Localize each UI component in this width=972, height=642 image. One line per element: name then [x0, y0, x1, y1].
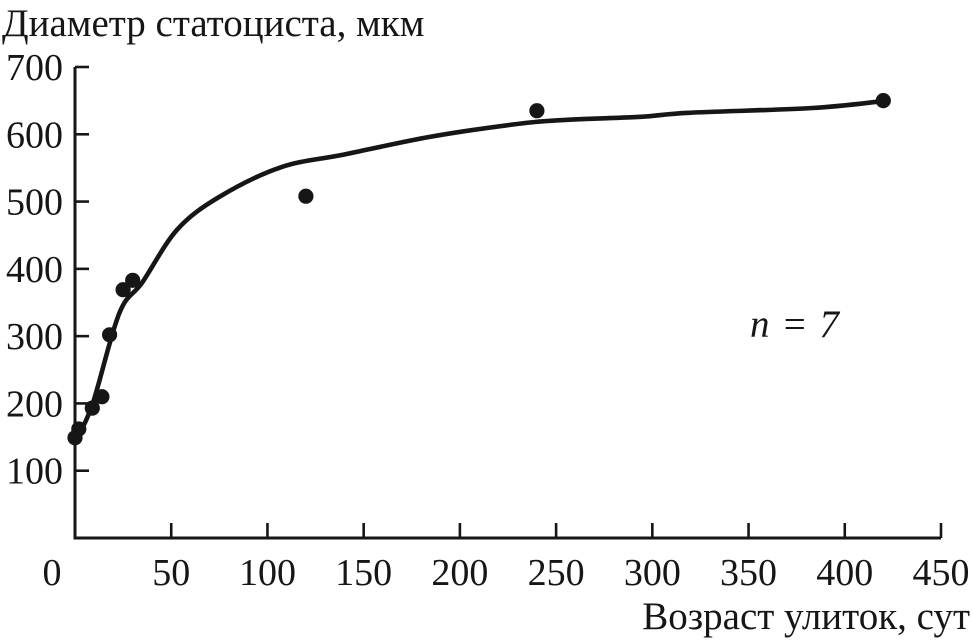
x-tick-label: 250 — [528, 552, 585, 594]
y-tick-label: 500 — [6, 182, 63, 224]
x-axis-label: Возраст улиток, сут — [642, 595, 970, 638]
y-tick-label: 600 — [6, 114, 63, 156]
x-tick-label: 400 — [816, 552, 873, 594]
data-point — [529, 103, 545, 119]
x-tick-label: 200 — [431, 552, 488, 594]
data-point — [94, 389, 110, 405]
x-tick-label: 450 — [913, 552, 970, 594]
y-tick-label: 300 — [6, 316, 63, 358]
data-point — [875, 93, 891, 109]
x-tick-label: 0 — [43, 552, 62, 594]
data-point — [102, 327, 118, 343]
fit-curve — [72, 99, 884, 445]
x-tick-label: 100 — [239, 552, 296, 594]
x-tick-label: 150 — [335, 552, 392, 594]
x-tick-label: 350 — [720, 552, 777, 594]
y-tick-label: 700 — [6, 47, 63, 89]
chart-title: Диаметр статоциста, мкм — [2, 2, 425, 45]
y-tick-label: 400 — [6, 249, 63, 291]
y-tick-label: 100 — [6, 451, 63, 493]
data-point — [298, 188, 314, 204]
y-tick-label: 200 — [6, 383, 63, 425]
data-point — [115, 282, 131, 298]
sample-size-annotation: n = 7 — [750, 303, 840, 346]
data-point — [71, 421, 87, 437]
x-tick-label: 300 — [624, 552, 681, 594]
data-point — [125, 272, 141, 288]
data-point — [84, 400, 100, 416]
x-tick-label: 50 — [152, 552, 190, 594]
